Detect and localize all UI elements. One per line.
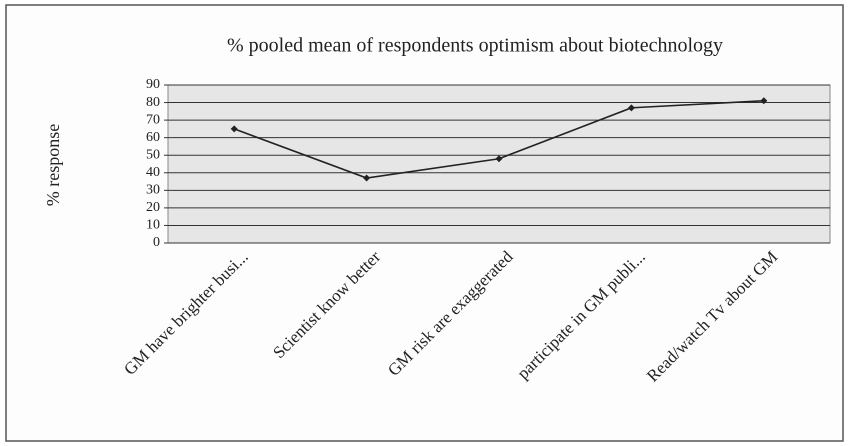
y-axis-label: % response bbox=[43, 124, 63, 206]
marker bbox=[760, 97, 768, 105]
y-tick-label: 20 bbox=[146, 200, 160, 215]
y-tick-label: 50 bbox=[146, 147, 160, 162]
y-tick-label: 0 bbox=[153, 235, 160, 250]
chart-title: % pooled mean of respondents optimism ab… bbox=[227, 35, 723, 57]
y-tick-label: 10 bbox=[146, 218, 160, 233]
y-tick-label: 80 bbox=[146, 95, 160, 110]
marker bbox=[363, 174, 371, 182]
y-tick-label: 60 bbox=[146, 130, 160, 145]
y-tick-label: 40 bbox=[146, 165, 160, 180]
y-tick-label: 70 bbox=[146, 112, 160, 127]
y-tick-label: 30 bbox=[146, 183, 160, 198]
y-tick-label: 90 bbox=[146, 77, 160, 92]
marker bbox=[230, 125, 238, 133]
plot-area bbox=[167, 84, 831, 244]
marker bbox=[627, 104, 635, 112]
marker bbox=[495, 155, 503, 163]
